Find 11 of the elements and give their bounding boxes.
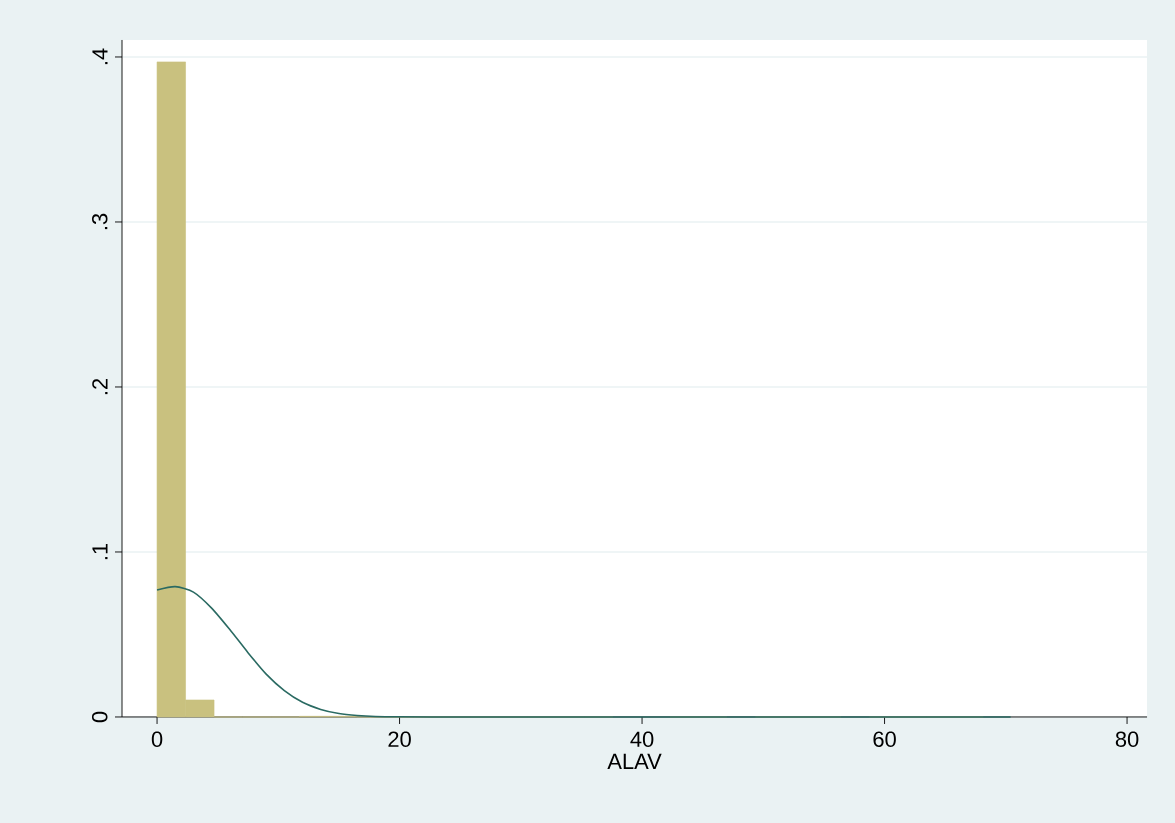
y-tick-label: .3 <box>91 213 108 230</box>
x-tick-label: 60 <box>873 731 896 748</box>
y-tick-label: .4 <box>92 48 108 65</box>
x-tick-label: 0 <box>151 731 163 748</box>
y-tick-label: .2 <box>92 378 108 395</box>
x-tick-label: 80 <box>1115 731 1139 748</box>
x-axis-title: ALAV <box>607 753 662 769</box>
y-tick-label: .1 <box>92 543 108 560</box>
x-tick-label: 40 <box>630 731 654 748</box>
y-tick-label: 0 <box>91 711 108 723</box>
x-tick-label: 20 <box>388 731 411 748</box>
